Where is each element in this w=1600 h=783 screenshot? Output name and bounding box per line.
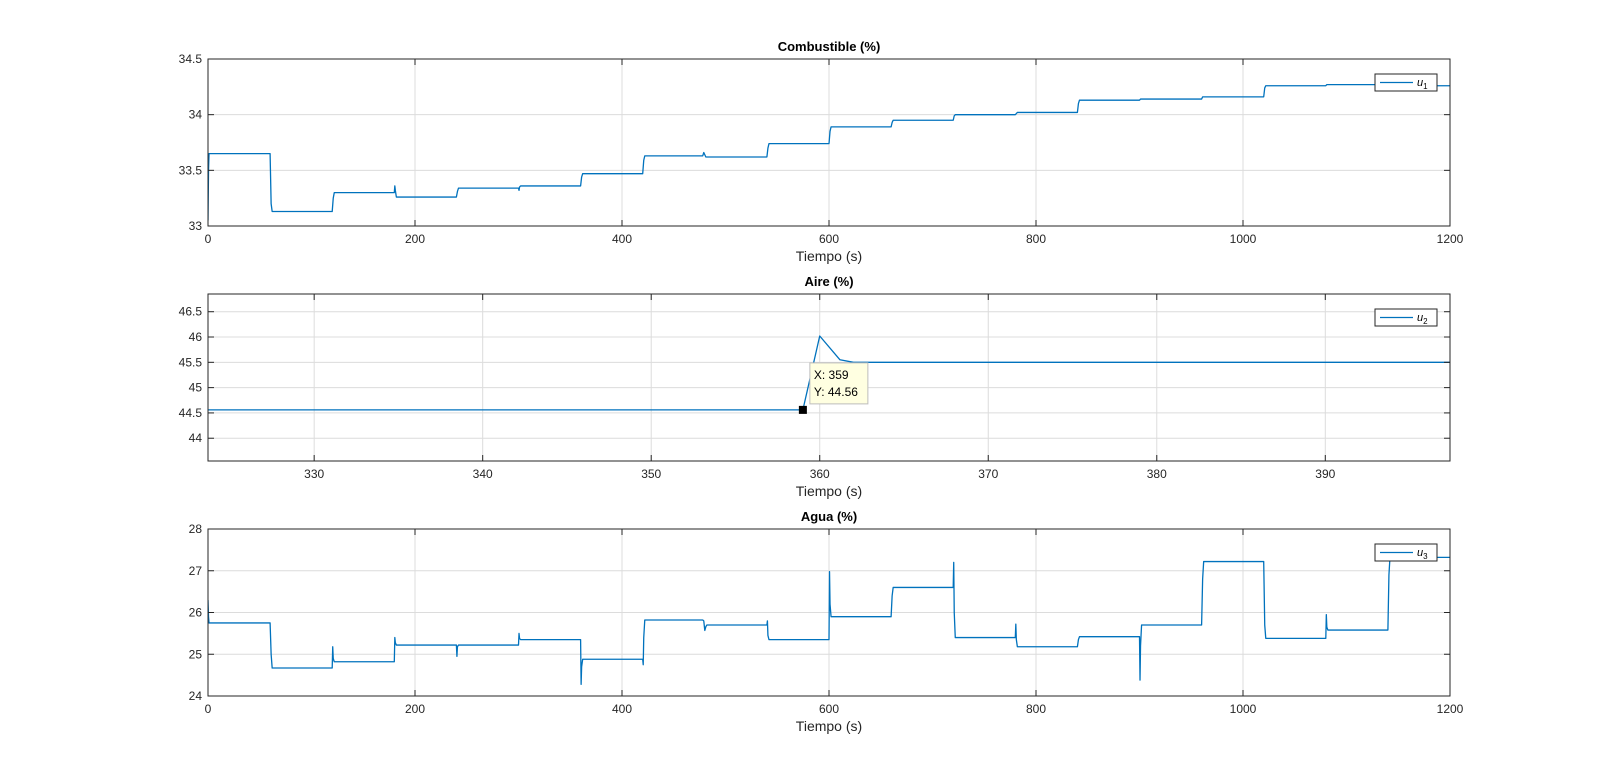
datatip-x-text: X: 359: [814, 368, 849, 382]
y-tick-label: 28: [189, 522, 203, 536]
x-tick-label: 0: [205, 232, 212, 246]
y-tick-label: 46: [189, 330, 203, 344]
y-tick-label: 24: [189, 689, 203, 703]
series-line-u1: [208, 83, 1450, 221]
chart-aire: 330 340 350 360 370 380 390 44 44.5 45 45.5 46 46.5 A…: [179, 274, 1451, 499]
x-tick-label: 1200: [1437, 232, 1464, 246]
x-tick-label: 600: [819, 702, 839, 716]
chart-agua: 0 200 400 600 800 1000 1200 24 25 26 27 28 Agua (%) T…: [189, 509, 1464, 734]
x-tick-label: 600: [819, 232, 839, 246]
series-line-u2: [208, 335, 1450, 411]
y-tick-label: 34: [189, 108, 203, 122]
x-tick-label: 200: [405, 232, 425, 246]
axes-box: [207, 293, 1451, 462]
y-tick-label: 33: [189, 219, 203, 233]
x-tick-label: 400: [612, 232, 632, 246]
y-tick-label: 45.5: [179, 355, 203, 369]
x-tick-label: 380: [1147, 467, 1167, 481]
y-tick-label: 44: [189, 431, 203, 445]
x-tick-label: 0: [205, 702, 212, 716]
x-tick-label: 200: [405, 702, 425, 716]
y-tick-label: 45: [189, 381, 203, 395]
x-axis-label: Tiempo (s): [796, 718, 862, 734]
datatip-box: [809, 362, 869, 405]
x-tick-label: 350: [641, 467, 661, 481]
x-tick-label: 1200: [1437, 702, 1464, 716]
x-tick-label: 360: [810, 467, 830, 481]
y-tick-label: 34.5: [179, 52, 203, 66]
y-tick-label: 26: [189, 606, 203, 620]
x-axis-label: Tiempo (s): [796, 483, 862, 499]
chart-title: Agua (%): [801, 509, 857, 524]
datatip-y-text: Y: 44.56: [814, 385, 858, 399]
y-tick-label: 33.5: [179, 163, 203, 177]
x-tick-label: 390: [1315, 467, 1335, 481]
y-tick-label: 46.5: [179, 305, 203, 319]
legend[interactable]: u2: [1374, 308, 1438, 327]
legend-entry: u3: [1417, 547, 1428, 561]
legend[interactable]: u1: [1374, 73, 1438, 92]
x-tick-label: 340: [473, 467, 493, 481]
legend-entry: u2: [1417, 312, 1428, 326]
datatip-marker[interactable]: [798, 405, 807, 414]
legend[interactable]: u3: [1374, 543, 1438, 562]
datatip[interactable]: X: 359 Y: 44.56: [798, 362, 869, 414]
y-tick-label: 27: [189, 564, 203, 578]
chart-title: Combustible (%): [778, 39, 881, 54]
series-line-u3: [208, 556, 1450, 685]
x-tick-label: 400: [612, 702, 632, 716]
y-tick-label: 25: [189, 647, 203, 661]
x-tick-label: 800: [1026, 702, 1046, 716]
x-axis-label: Tiempo (s): [796, 248, 862, 264]
chart-title: Aire (%): [804, 274, 853, 289]
legend-entry: u1: [1417, 77, 1428, 91]
x-tick-label: 370: [978, 467, 998, 481]
x-tick-label: 1000: [1230, 702, 1257, 716]
chart-combustible: 0 200 400 600 800 1000 1200 33 33.5 34 34.5 Combust…: [179, 39, 1464, 264]
x-tick-label: 800: [1026, 232, 1046, 246]
x-tick-label: 330: [304, 467, 324, 481]
x-tick-label: 1000: [1230, 232, 1257, 246]
y-tick-label: 44.5: [179, 406, 203, 420]
